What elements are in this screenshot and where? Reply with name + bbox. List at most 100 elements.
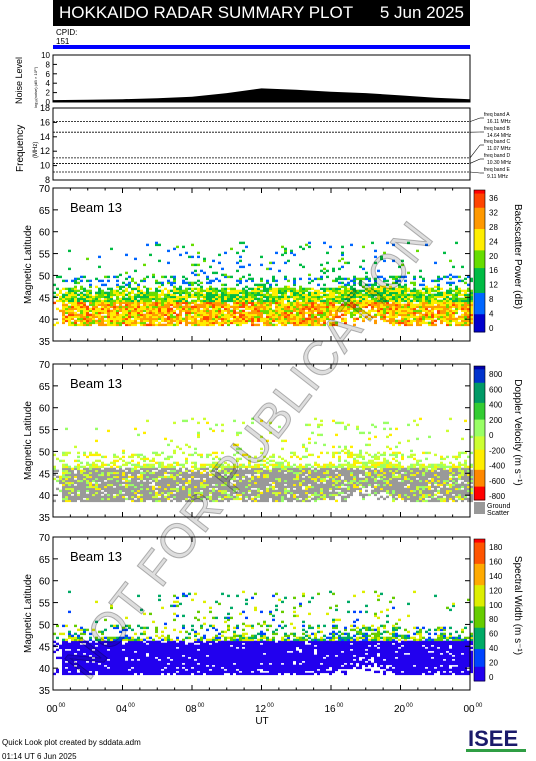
echo-cell bbox=[77, 489, 80, 493]
echo-cell bbox=[392, 487, 395, 491]
echo-cell bbox=[257, 287, 260, 291]
echo-cell bbox=[347, 287, 350, 291]
echo-cell bbox=[347, 449, 350, 453]
echo-cell bbox=[461, 323, 464, 327]
echo-cell bbox=[77, 319, 80, 323]
echo-cell bbox=[392, 491, 395, 495]
echo-cell bbox=[326, 305, 329, 309]
echo-cell bbox=[131, 279, 134, 283]
echo-cell bbox=[290, 451, 293, 455]
echo-cell bbox=[257, 303, 260, 307]
echo-cell bbox=[161, 281, 164, 285]
echo-cell bbox=[155, 477, 158, 481]
echo-cell bbox=[266, 487, 269, 491]
echo-cell bbox=[86, 467, 89, 471]
echo-cell bbox=[182, 463, 185, 467]
echo-cell bbox=[152, 291, 155, 295]
echo-cell bbox=[323, 309, 326, 313]
echo-cell bbox=[314, 295, 317, 299]
echo-cell bbox=[185, 299, 188, 303]
colorbar-segment bbox=[474, 221, 485, 226]
echo-cell bbox=[227, 305, 230, 309]
echo-cell bbox=[305, 243, 308, 247]
echo-cell bbox=[251, 469, 254, 473]
echo-cell bbox=[320, 291, 323, 295]
echo-cell bbox=[326, 465, 329, 469]
echo-cell bbox=[125, 491, 128, 495]
echo-cell bbox=[92, 311, 95, 315]
echo-cell bbox=[296, 481, 299, 485]
echo-cell bbox=[311, 297, 314, 301]
echo-cell bbox=[257, 319, 260, 323]
echo-cell bbox=[194, 263, 197, 267]
echo-cell bbox=[224, 251, 227, 255]
echo-cell bbox=[422, 295, 425, 299]
echo-cell bbox=[443, 301, 446, 305]
echo-cell bbox=[323, 495, 326, 499]
echo-cell bbox=[191, 497, 194, 501]
echo-cell bbox=[467, 283, 470, 287]
echo-cell bbox=[326, 495, 329, 499]
echo-cell bbox=[95, 299, 98, 303]
echo-cell bbox=[119, 273, 122, 277]
echo-cell bbox=[146, 471, 149, 475]
echo-cell bbox=[89, 487, 92, 491]
echo-cell bbox=[113, 455, 116, 459]
echo-cell bbox=[356, 311, 359, 315]
echo-cell bbox=[164, 497, 167, 501]
echo-cell bbox=[65, 311, 68, 315]
echo-cell bbox=[338, 281, 341, 285]
echo-cell bbox=[233, 491, 236, 495]
freq-ytick-label: 8 bbox=[45, 175, 50, 185]
echo-cell bbox=[389, 467, 392, 471]
echo-cell bbox=[227, 309, 230, 313]
echo-cell bbox=[185, 495, 188, 499]
echo-cell bbox=[461, 265, 464, 269]
echo-cell bbox=[299, 467, 302, 471]
echo-cell bbox=[386, 303, 389, 307]
echo-cell bbox=[59, 291, 62, 295]
echo-cell bbox=[302, 309, 305, 313]
echo-cell bbox=[449, 273, 452, 277]
echo-cell bbox=[290, 309, 293, 313]
echo-cell bbox=[122, 299, 125, 303]
echo-cell bbox=[275, 497, 278, 501]
echo-cell bbox=[146, 243, 149, 247]
echo-cell bbox=[251, 315, 254, 319]
echo-cell bbox=[446, 301, 449, 305]
echo-cell bbox=[125, 475, 128, 479]
echo-cell bbox=[269, 299, 272, 303]
echo-cell bbox=[314, 417, 317, 421]
echo-cell bbox=[236, 481, 239, 485]
freq-ytick-label: 12 bbox=[40, 146, 50, 156]
echo-cell bbox=[251, 287, 254, 291]
echo-cell bbox=[461, 317, 464, 321]
echo-cell bbox=[275, 469, 278, 473]
echo-cell bbox=[347, 303, 350, 307]
echo-cell bbox=[209, 483, 212, 487]
echo-cell bbox=[242, 497, 245, 501]
echo-cell bbox=[389, 315, 392, 319]
echo-cell bbox=[425, 307, 428, 311]
echo-cell bbox=[302, 491, 305, 495]
echo-cell bbox=[137, 483, 140, 487]
echo-cell bbox=[323, 485, 326, 489]
echo-cell bbox=[377, 291, 380, 295]
echo-cell bbox=[266, 323, 269, 327]
echo-cell bbox=[152, 313, 155, 317]
echo-cell bbox=[65, 307, 68, 311]
lat-tick-label: 40 bbox=[39, 315, 51, 326]
echo-cell bbox=[239, 265, 242, 269]
colorbar-segment bbox=[474, 211, 485, 216]
echo-cell bbox=[143, 313, 146, 317]
echo-cell bbox=[248, 263, 251, 267]
echo-cell bbox=[176, 475, 179, 479]
echo-cell bbox=[188, 483, 191, 487]
echo-cell bbox=[386, 287, 389, 291]
echo-cell bbox=[404, 295, 407, 299]
echo-cell bbox=[173, 493, 176, 497]
echo-cell bbox=[434, 295, 437, 299]
echo-cell bbox=[323, 305, 326, 309]
echo-cell bbox=[356, 293, 359, 297]
echo-cell bbox=[344, 313, 347, 317]
